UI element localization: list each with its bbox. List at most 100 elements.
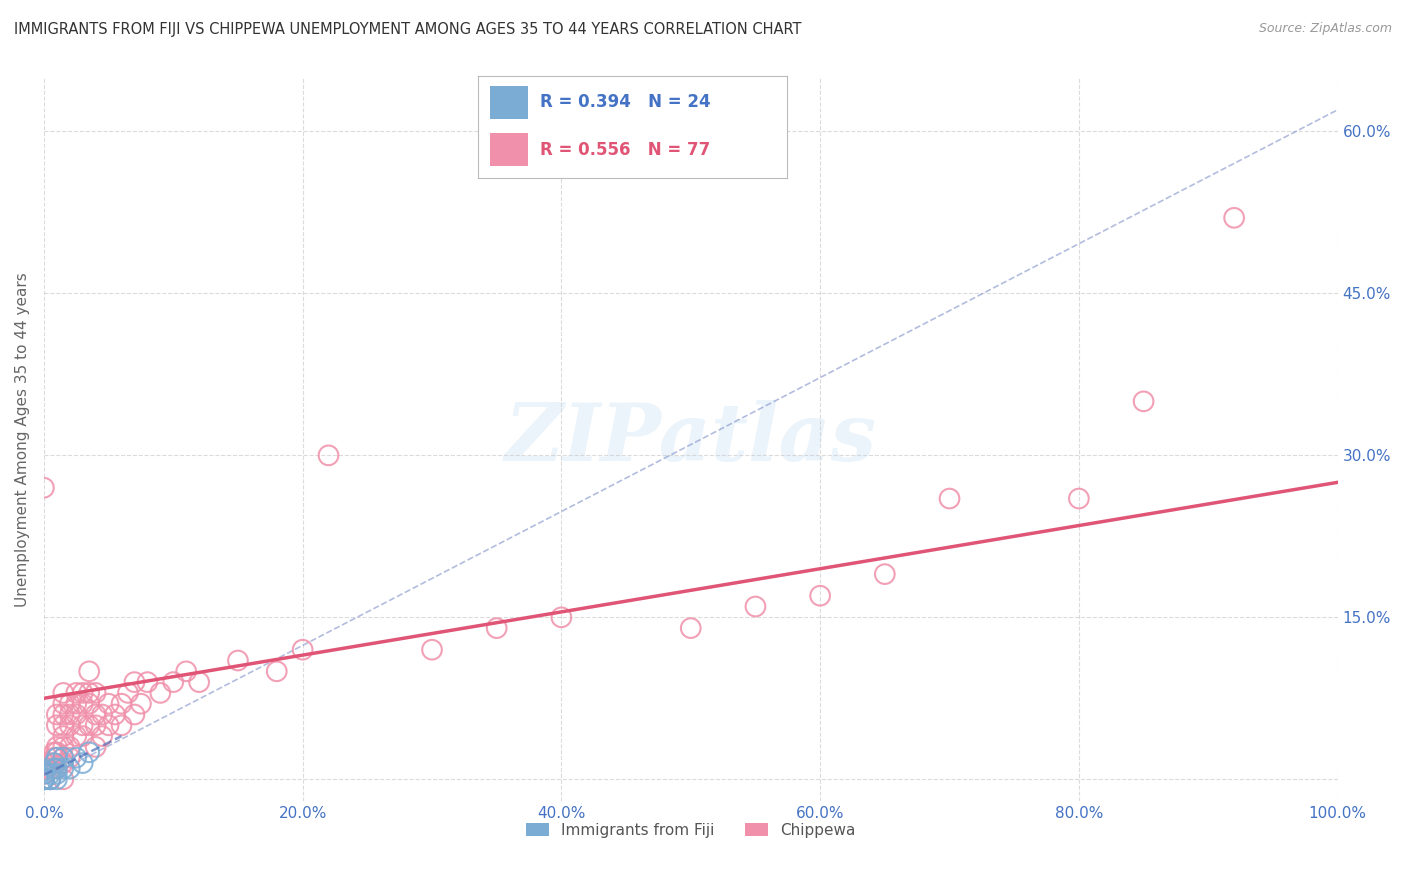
Point xyxy=(744,599,766,614)
Point xyxy=(52,729,75,743)
Point xyxy=(32,772,55,787)
Point xyxy=(45,745,67,759)
Point xyxy=(117,686,139,700)
Point xyxy=(550,610,572,624)
Text: Source: ZipAtlas.com: Source: ZipAtlas.com xyxy=(1258,22,1392,36)
Point xyxy=(32,762,55,776)
Point xyxy=(52,772,75,787)
Point xyxy=(65,686,87,700)
Point xyxy=(39,767,62,781)
Point xyxy=(39,772,62,787)
Point xyxy=(45,707,67,722)
Point xyxy=(420,642,443,657)
Point xyxy=(72,686,94,700)
Point xyxy=(59,739,82,754)
Point xyxy=(110,718,132,732)
Point xyxy=(59,762,82,776)
Point xyxy=(45,772,67,787)
Point xyxy=(162,675,184,690)
Point xyxy=(110,697,132,711)
Point xyxy=(32,756,55,770)
Point xyxy=(266,665,288,679)
Point xyxy=(59,707,82,722)
Point xyxy=(52,697,75,711)
Point xyxy=(52,739,75,754)
Point xyxy=(65,729,87,743)
Point xyxy=(84,739,107,754)
Point xyxy=(72,729,94,743)
Text: IMMIGRANTS FROM FIJI VS CHIPPEWA UNEMPLOYMENT AMONG AGES 35 TO 44 YEARS CORRELAT: IMMIGRANTS FROM FIJI VS CHIPPEWA UNEMPLO… xyxy=(14,22,801,37)
Point xyxy=(84,686,107,700)
Point xyxy=(32,481,55,495)
Point xyxy=(32,772,55,787)
Point xyxy=(72,697,94,711)
Point xyxy=(59,718,82,732)
Point xyxy=(52,718,75,732)
Point xyxy=(84,718,107,732)
Point xyxy=(59,697,82,711)
Point xyxy=(32,767,55,781)
Point xyxy=(39,772,62,787)
Point xyxy=(97,697,120,711)
FancyBboxPatch shape xyxy=(491,133,527,166)
Point xyxy=(188,675,211,690)
Point xyxy=(91,707,114,722)
Point xyxy=(32,764,55,778)
Point xyxy=(226,653,249,667)
Point xyxy=(174,665,197,679)
Point xyxy=(52,756,75,770)
Point xyxy=(52,750,75,764)
Point xyxy=(679,621,702,635)
Point xyxy=(65,697,87,711)
Point xyxy=(77,745,100,759)
Point xyxy=(84,707,107,722)
Point xyxy=(1223,211,1246,225)
Point xyxy=(97,718,120,732)
Point xyxy=(45,767,67,781)
Point xyxy=(1067,491,1090,506)
Point xyxy=(44,750,66,764)
Point xyxy=(44,756,66,770)
Point xyxy=(32,772,55,787)
Point xyxy=(808,589,831,603)
Point xyxy=(65,750,87,764)
Point xyxy=(77,686,100,700)
Point xyxy=(72,718,94,732)
Point xyxy=(44,762,66,776)
Point xyxy=(52,686,75,700)
Point xyxy=(136,675,159,690)
Point xyxy=(45,762,67,776)
Point xyxy=(52,762,75,776)
Point xyxy=(32,772,55,787)
Point xyxy=(32,767,55,781)
Point xyxy=(45,718,67,732)
Point xyxy=(318,448,340,462)
Legend: Immigrants from Fiji, Chippewa: Immigrants from Fiji, Chippewa xyxy=(520,816,862,844)
Point xyxy=(938,491,960,506)
Point xyxy=(52,707,75,722)
Point xyxy=(32,772,55,787)
Text: R = 0.394   N = 24: R = 0.394 N = 24 xyxy=(540,94,710,112)
Point xyxy=(72,756,94,770)
Point xyxy=(91,729,114,743)
Point xyxy=(77,718,100,732)
Point xyxy=(39,772,62,787)
Point xyxy=(32,772,55,787)
Point xyxy=(45,750,67,764)
Point xyxy=(44,745,66,759)
Point xyxy=(124,675,146,690)
Text: ZIPatlas: ZIPatlas xyxy=(505,401,877,478)
Point xyxy=(77,697,100,711)
Point xyxy=(39,762,62,776)
Point xyxy=(45,739,67,754)
Point xyxy=(32,772,55,787)
Point xyxy=(124,707,146,722)
Point xyxy=(39,756,62,770)
Point xyxy=(485,621,508,635)
Point xyxy=(52,750,75,764)
Point xyxy=(104,707,127,722)
FancyBboxPatch shape xyxy=(491,87,527,119)
Point xyxy=(77,665,100,679)
Text: R = 0.556   N = 77: R = 0.556 N = 77 xyxy=(540,141,710,159)
Point xyxy=(45,750,67,764)
